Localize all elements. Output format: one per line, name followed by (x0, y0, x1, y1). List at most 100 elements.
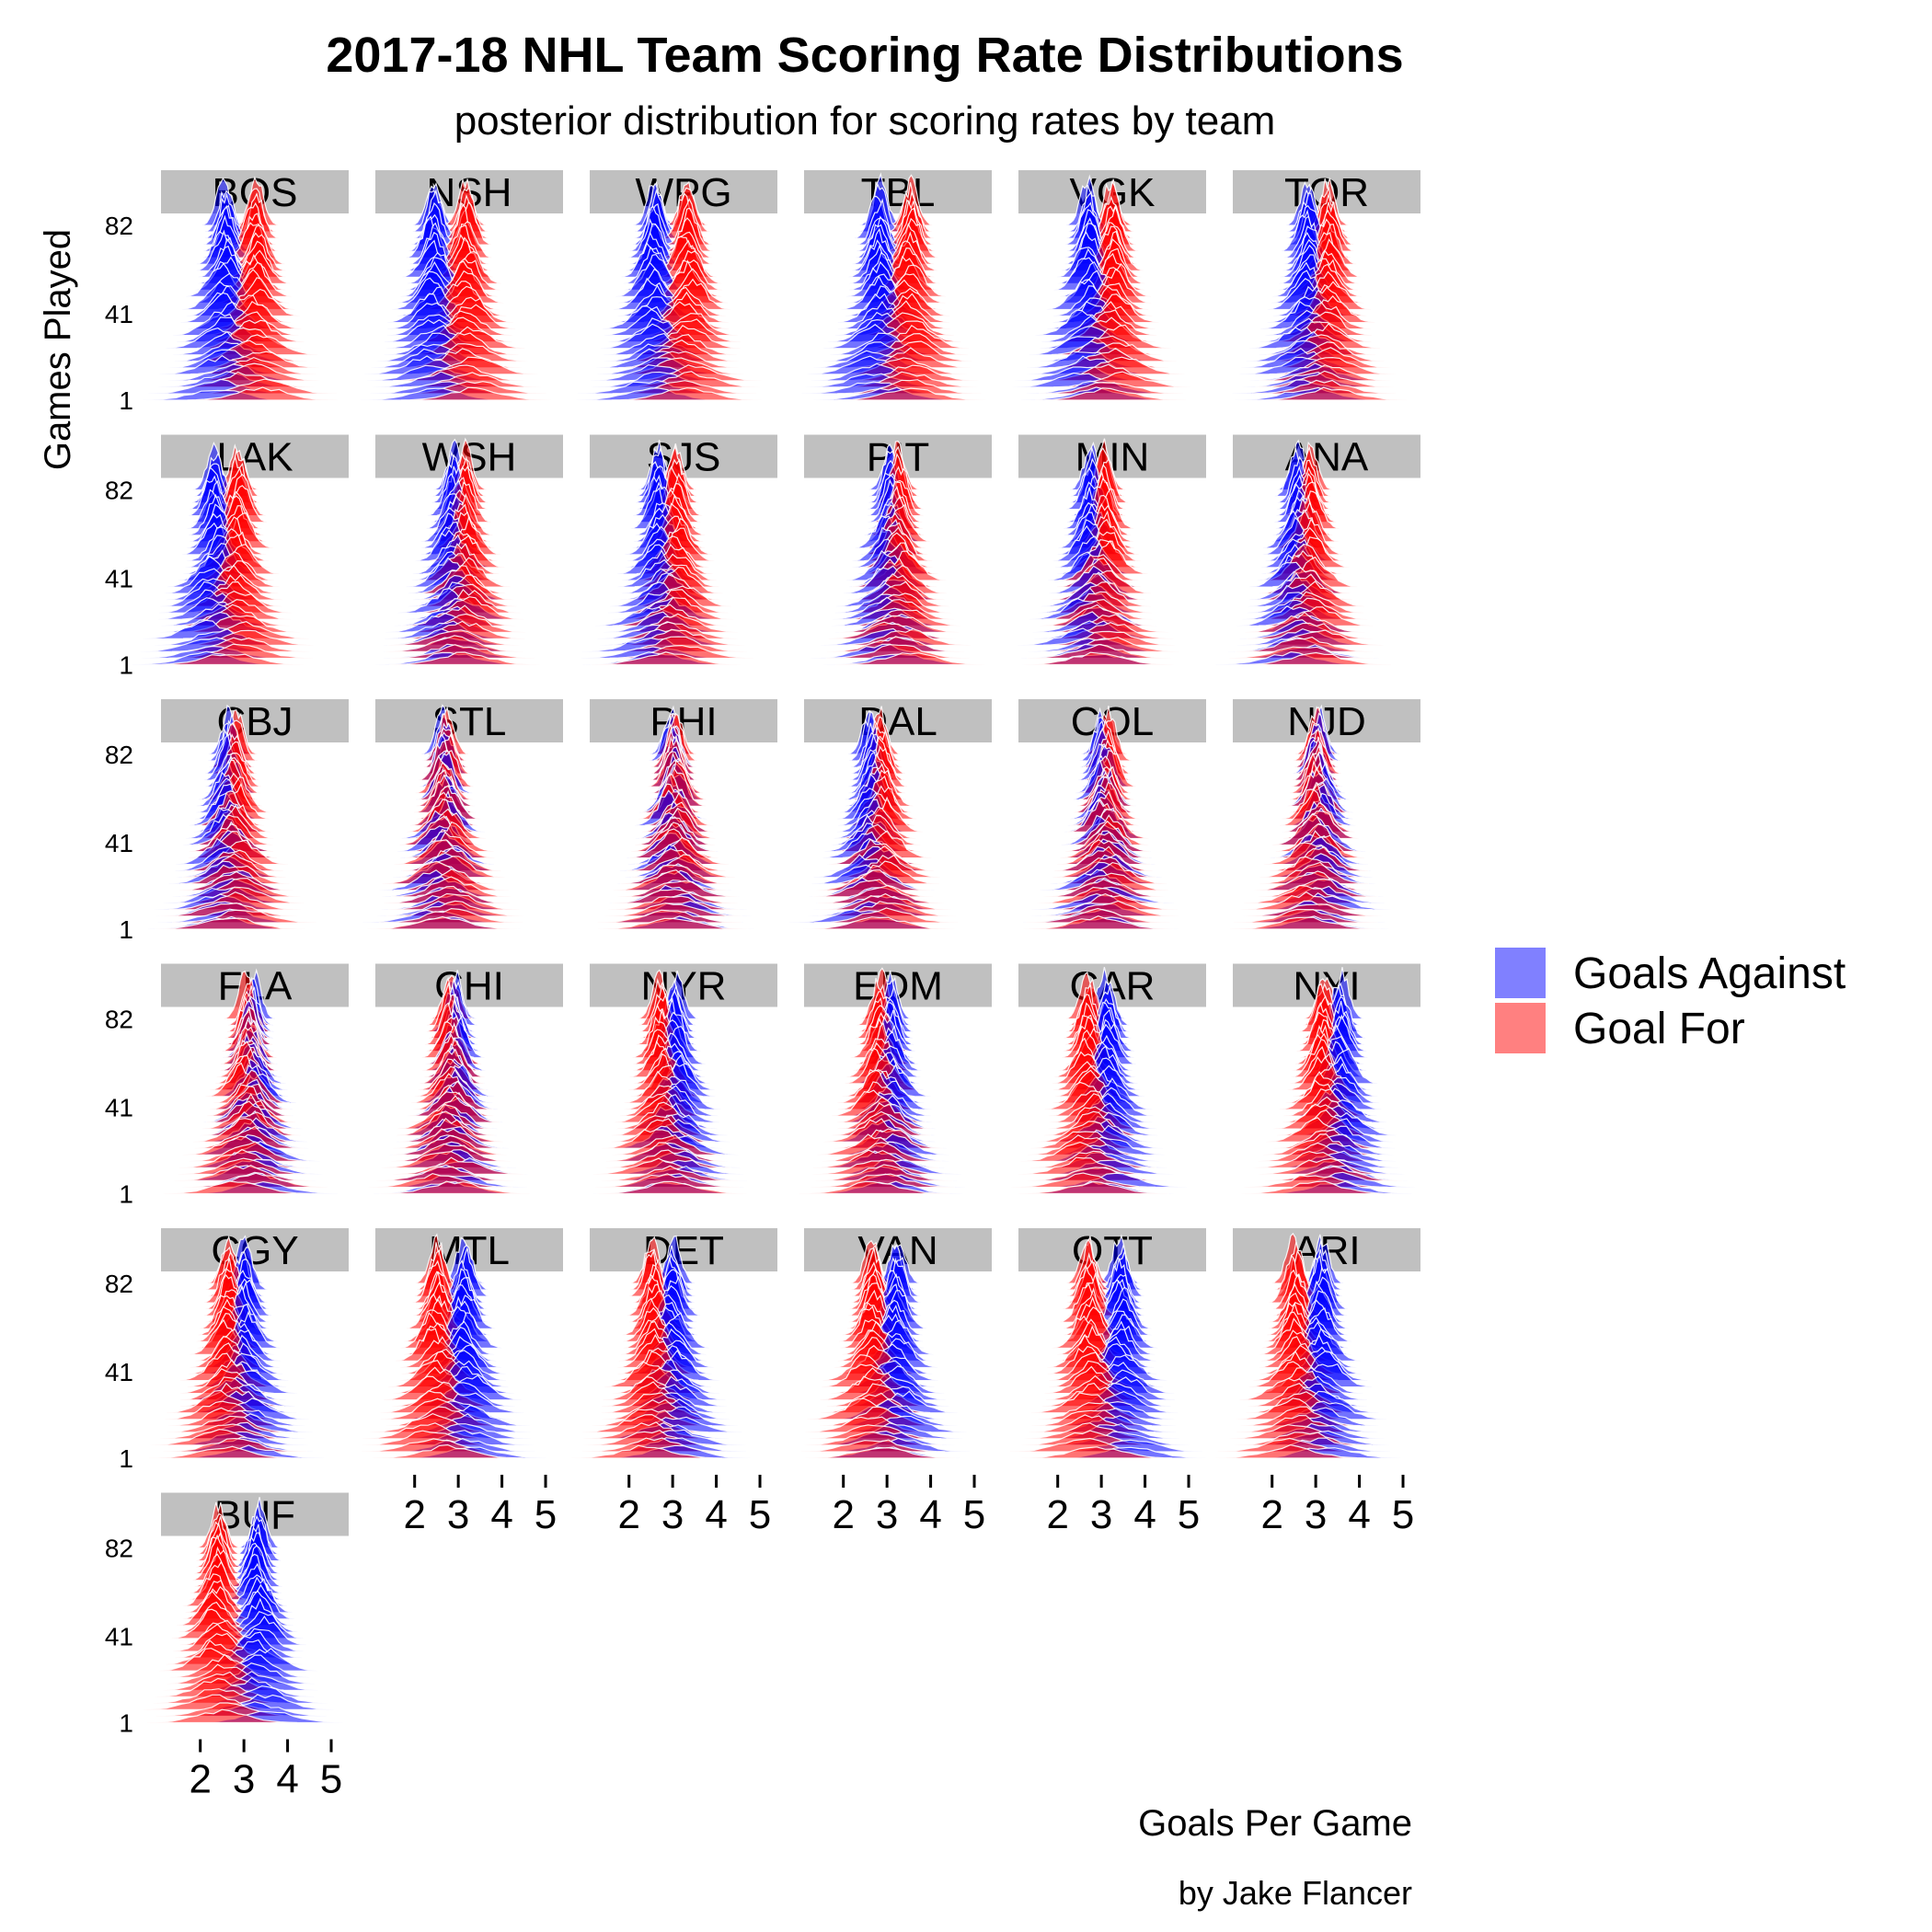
panel-bos: BOS14182 (105, 170, 349, 415)
panel-pit: PIT (804, 434, 992, 666)
strip-background (161, 1228, 349, 1271)
panel-nyi: NYI (1233, 963, 1420, 1195)
ridge-goals-for (1257, 1157, 1390, 1175)
ridge-goals-for (162, 1180, 314, 1195)
ridge-goals-for (596, 1180, 748, 1195)
panel-ana: ANA (1215, 434, 1420, 666)
legend-label-goals-against: Goals Against (1573, 949, 1846, 998)
panel-vgk: VGK (1012, 170, 1206, 401)
panel-phi: PHI (590, 699, 777, 930)
ridge-goals-for (799, 1180, 950, 1195)
ridge-goals-for (1039, 381, 1184, 395)
y-tick-label: 41 (105, 1623, 133, 1651)
strip-background (590, 1228, 777, 1271)
ridge-goals-for (814, 1164, 953, 1181)
y-tick-label: 41 (105, 1358, 133, 1386)
ridge-goals-for (1233, 1432, 1372, 1446)
caption: by Jake Flancer (1179, 1874, 1412, 1912)
x-tick-label: 5 (535, 1492, 557, 1537)
panel-stl: STL (362, 699, 563, 930)
ridge-goals-for (800, 1439, 946, 1453)
y-tick-label: 41 (105, 565, 133, 593)
panel-chi: CHI (368, 963, 563, 1195)
panel-nsh: NSH (360, 170, 563, 401)
panel-van: VAN2345 (800, 1228, 992, 1537)
x-tick-label: 2 (617, 1492, 639, 1537)
x-tick-label: 4 (1348, 1492, 1370, 1537)
panel-ari: ARI2345 (1214, 1228, 1420, 1537)
ridge-goals-for (1017, 1156, 1150, 1175)
ridge-goals-for (1241, 1180, 1392, 1195)
x-tick-label: 5 (1392, 1492, 1414, 1537)
x-tick-label: 3 (1090, 1492, 1112, 1537)
ridge-goals-for (835, 387, 986, 401)
ridge-goals-for (1233, 908, 1378, 924)
x-tick-label: 5 (320, 1757, 342, 1802)
panel-nyr: NYR (590, 963, 777, 1195)
x-tick-label: 3 (661, 1492, 684, 1537)
ridge-goals-for (1256, 386, 1408, 401)
ridge-goals-for (162, 1437, 307, 1453)
ridge-goals-for (392, 1156, 525, 1175)
ridge-goals-for (187, 386, 339, 401)
ridge-goals-for (597, 917, 749, 930)
ridge-goals-for (372, 1443, 523, 1459)
strip-background (375, 699, 563, 742)
ridge-goals-for (390, 644, 535, 660)
ridge-goals-for (839, 627, 972, 646)
panel-min: MIN (1017, 434, 1206, 666)
panel-mtl: MTL2345 (361, 1228, 563, 1537)
ridge-goals-for (174, 1165, 313, 1181)
chart-subtitle: posterior distribution for scoring rates… (454, 98, 1276, 144)
ridge-goals-for (607, 895, 741, 911)
ridge-goals-for (155, 917, 306, 930)
ridge-goals-for (1041, 637, 1179, 652)
ridge-goals-for (837, 379, 983, 395)
y-tick-label: 82 (105, 477, 133, 505)
x-tick-label: 5 (749, 1492, 771, 1537)
strip-background (804, 699, 992, 742)
y-tick-label: 82 (105, 741, 133, 769)
ridge-goals-for (594, 1173, 740, 1189)
ridge-goals-for (367, 915, 518, 930)
ridge-goals-for (810, 1173, 955, 1189)
strip-background (375, 963, 563, 1007)
y-tick-label: 82 (105, 1535, 133, 1563)
ridge-goals-for (601, 1165, 740, 1181)
ridge-goals-for (612, 604, 728, 627)
y-tick-label: 1 (119, 1444, 133, 1473)
ridge-goals-for (1022, 915, 1174, 930)
x-tick-label: 2 (832, 1492, 854, 1537)
ridge-goals-for (804, 1446, 956, 1459)
ridge-goals-for (817, 885, 944, 904)
y-tick-label: 1 (119, 1709, 133, 1738)
y-tick-label: 41 (105, 1094, 133, 1122)
ridge-goals-for (168, 891, 302, 911)
panel-wpg: WPG (575, 170, 777, 401)
legend-key-goals-against (1495, 948, 1546, 998)
panel-buf: BUF141822345 (105, 1492, 349, 1802)
ridge-goals-for (1214, 1443, 1366, 1459)
strip-background (161, 699, 349, 742)
x-tick-label: 4 (705, 1492, 727, 1537)
ridge-goals-for (375, 1166, 515, 1181)
ridge-goals-for (1240, 651, 1392, 666)
ridge-goals-for (590, 651, 742, 666)
panel-tor: TOR (1231, 170, 1420, 401)
strip-background (161, 434, 349, 478)
x-tick-label: 3 (1305, 1492, 1327, 1537)
panel-col: COL (1018, 699, 1206, 930)
ridge-goals-for (379, 1180, 531, 1195)
x-axis-title: Goals Per Game (1138, 1803, 1412, 1844)
ridge-goals-for (1235, 636, 1374, 652)
chart-title: 2017-18 NHL Team Scoring Rate Distributi… (326, 28, 1403, 83)
ridge-goals-for (819, 892, 952, 911)
strip-background (1233, 434, 1420, 478)
ridge-goals-for (153, 653, 305, 666)
y-tick-label: 1 (119, 386, 133, 415)
x-tick-label: 5 (1178, 1492, 1200, 1537)
x-tick-label: 5 (963, 1492, 985, 1537)
ridge-goals-for (813, 907, 959, 924)
ridge-goals-for (1229, 916, 1381, 930)
ridge-goals-for (804, 916, 956, 930)
